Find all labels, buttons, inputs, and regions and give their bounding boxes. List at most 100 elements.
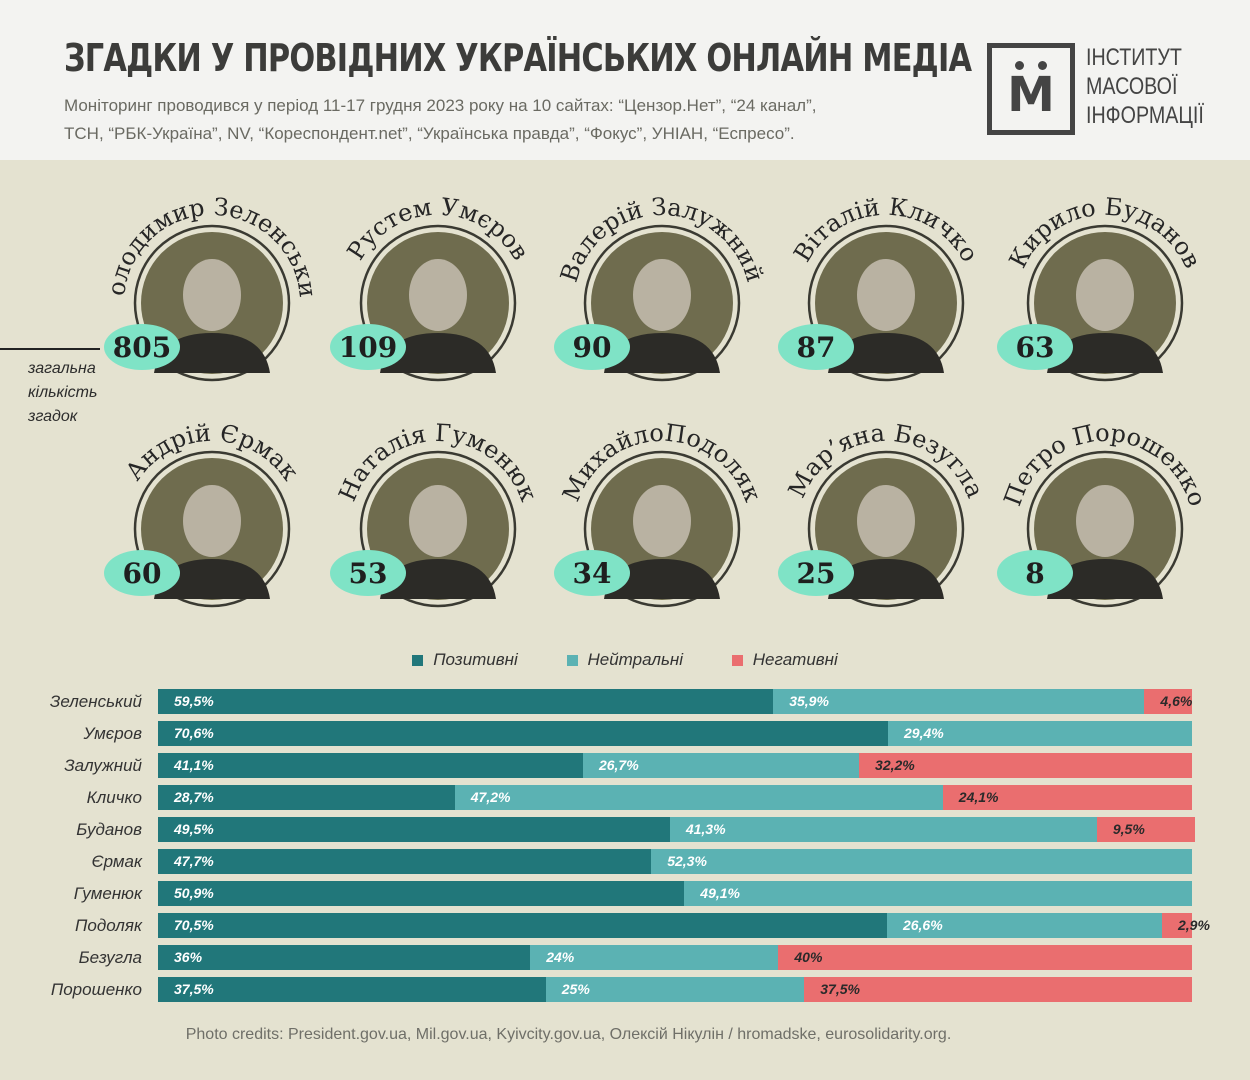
bar-segment-positive	[158, 881, 685, 906]
bar-category-label: Єрмак	[91, 852, 142, 871]
mentions-badge	[330, 324, 406, 370]
bar-value-label: 50,9%	[174, 885, 214, 901]
mentions-badge	[997, 550, 1073, 596]
page-title: ЗГАДКИ У ПРОВІДНИХ УКРАЇНСЬКИХ ОНЛАЙН МЕ…	[64, 36, 972, 80]
legend-label-negative: Негативні	[752, 650, 838, 669]
bar-value-label: 70,5%	[174, 917, 214, 933]
person-head	[1076, 259, 1134, 331]
logo-text-line-1: ІНСТИТУТ	[1086, 44, 1182, 71]
bar-segment-neutral	[888, 721, 1192, 746]
legend-swatch-positive	[412, 655, 424, 666]
bar-segment-positive	[158, 977, 546, 1002]
bar-value-label: 2,9%	[1178, 917, 1210, 933]
bar-value-label: 24%	[546, 949, 575, 965]
bar-segment-positive	[158, 689, 774, 714]
person-head	[857, 259, 915, 331]
subtitle-line-2: ТСН, “РБК-Україна”, NV, “Кореспондент.ne…	[64, 124, 795, 143]
bar-segment-negative	[859, 753, 1192, 778]
leader-line	[0, 348, 100, 350]
logo-letter: М	[1007, 67, 1055, 123]
bar-value-label: 37,5%	[174, 981, 214, 997]
bar-category-label: Безугла	[78, 948, 142, 967]
bar-value-label: 47,7%	[174, 853, 214, 869]
bar-value-label: 32,2%	[875, 757, 915, 773]
bar-segment-positive	[158, 721, 888, 746]
bar-segment-negative	[1096, 817, 1196, 842]
bar-segment-negative	[1162, 913, 1192, 938]
logo-text-line-2: МАСОВОЇ	[1086, 73, 1178, 100]
person-silhouette	[604, 559, 720, 599]
person-silhouette	[1047, 333, 1163, 373]
bar-value-label: 24,1%	[958, 789, 999, 805]
bar-category-label: Порошенко	[50, 980, 142, 999]
leader-note-line-3: згадок	[28, 408, 78, 425]
person-head	[1076, 485, 1134, 557]
chart-legend: Позитивні Нейтральні Негативні	[0, 650, 1250, 670]
bar-segment-positive	[158, 849, 652, 874]
mentions-count: 63	[1016, 331, 1055, 364]
mentions-count: 805	[113, 331, 171, 364]
legend-item-negative: Негативні	[731, 650, 838, 670]
bar-segment-neutral	[886, 913, 1162, 938]
bar-category-label: Умєров	[83, 724, 142, 743]
photo-credits: Photo credits: President.gov.ua, Mil.gov…	[185, 1026, 952, 1043]
bar-segment-neutral	[669, 817, 1097, 842]
portrait-ring	[133, 224, 291, 382]
mentions-count: 8	[1025, 557, 1044, 590]
person-head	[183, 485, 241, 557]
person-head	[857, 485, 915, 557]
bar-segment-positive	[158, 785, 455, 810]
mentions-badge	[330, 550, 406, 596]
bar-value-label: 41,1%	[174, 757, 214, 773]
mentions-badge	[554, 324, 630, 370]
mentions-count: 87	[797, 331, 836, 364]
person-silhouette	[154, 333, 270, 373]
bar-value-label: 52,3%	[667, 853, 707, 869]
bar-category-label: Залужний	[64, 756, 142, 775]
bar-segment-neutral	[530, 945, 779, 970]
bar-value-label: 4,6%	[1160, 693, 1193, 709]
bar-value-label: 41,3%	[685, 821, 726, 837]
bar-value-label: 47,2%	[470, 789, 511, 805]
bar-value-label: 40%	[794, 949, 823, 965]
bar-segment-neutral	[545, 977, 805, 1002]
bar-segment-positive	[158, 913, 887, 938]
bar-value-label: 25%	[561, 981, 590, 997]
bar-segment-negative	[804, 977, 1192, 1002]
portrait-ring	[359, 450, 517, 608]
portrait-ring	[583, 224, 741, 382]
person-head	[409, 485, 467, 557]
bar-segment-neutral	[684, 881, 1192, 906]
mentions-badge	[778, 324, 854, 370]
logo-icon: М	[987, 43, 1075, 135]
bar-category-label: Зеленський	[49, 692, 142, 711]
mentions-badge	[104, 324, 180, 370]
legend-swatch-neutral	[566, 655, 578, 666]
bar-segment-negative	[1144, 689, 1192, 714]
mentions-count: 60	[123, 557, 162, 590]
mentions-badge	[778, 550, 854, 596]
person-silhouette	[1047, 559, 1163, 599]
persons-grid: Володимир Зеленський805Рустем Умєров109В…	[0, 0, 1212, 608]
mentions-count: 90	[573, 331, 612, 364]
legend-swatch-negative	[731, 655, 743, 666]
portrait-ring	[807, 224, 965, 382]
bar-segment-neutral	[454, 785, 943, 810]
mentions-badge	[104, 550, 180, 596]
person-head	[633, 259, 691, 331]
bar-value-label: 9,5%	[1112, 821, 1145, 837]
mentions-count: 53	[349, 557, 388, 590]
person-head	[633, 485, 691, 557]
bar-segment-neutral	[651, 849, 1192, 874]
bar-segment-neutral	[773, 689, 1145, 714]
mentions-badge	[997, 324, 1073, 370]
legend-item-neutral: Нейтральні	[566, 650, 683, 670]
bar-value-label: 37,5%	[820, 981, 860, 997]
bar-segment-positive	[158, 817, 670, 842]
mentions-count: 25	[797, 557, 836, 590]
person-silhouette	[604, 333, 720, 373]
bar-value-label: 49,1%	[700, 885, 740, 901]
person-head	[183, 259, 241, 331]
bar-segment-negative	[778, 945, 1192, 970]
